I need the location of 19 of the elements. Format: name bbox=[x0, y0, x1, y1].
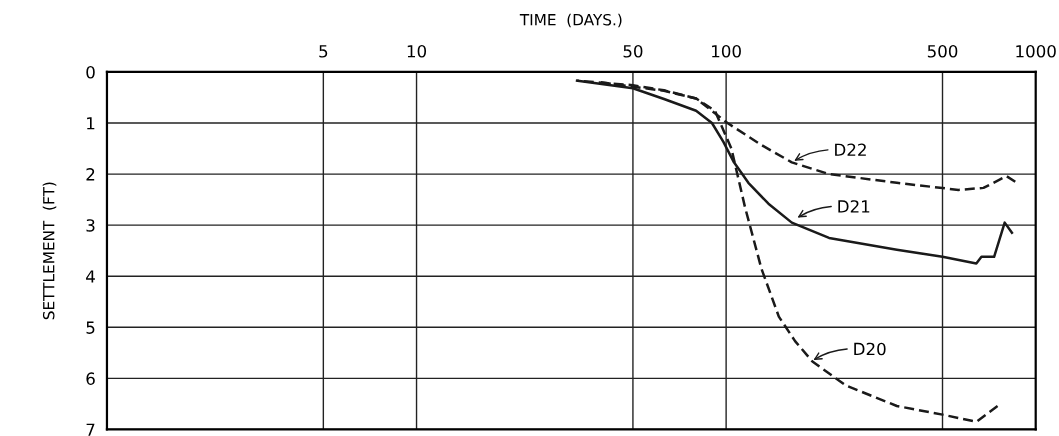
x-tick-label: 10 bbox=[407, 44, 427, 58]
y-tick-label: 7 bbox=[86, 423, 95, 436]
x-tick-label: 100 bbox=[712, 44, 741, 58]
x-tick-label: 500 bbox=[927, 44, 958, 58]
annotation: D21 bbox=[838, 200, 870, 213]
y-tick-label: 4 bbox=[86, 270, 95, 283]
y-tick-label: 2 bbox=[86, 168, 95, 181]
y-tick-label: 5 bbox=[86, 321, 95, 334]
x-tick-label: 5 bbox=[319, 45, 328, 58]
x-axis-title: TIME (DAYS.) bbox=[519, 13, 622, 28]
y-axis-title: SETTLEMENT (FT) bbox=[42, 182, 57, 320]
x-tick-label: 50 bbox=[623, 44, 643, 58]
y-tick-label: 6 bbox=[86, 372, 95, 385]
x-tick-label: 1000 bbox=[1016, 44, 1056, 58]
y-tick-label: 3 bbox=[86, 219, 95, 232]
y-tick-label: 0 bbox=[86, 65, 95, 79]
annotation: D20 bbox=[854, 342, 886, 356]
annotation: D22 bbox=[835, 143, 866, 156]
y-tick-label: 1 bbox=[87, 117, 95, 130]
